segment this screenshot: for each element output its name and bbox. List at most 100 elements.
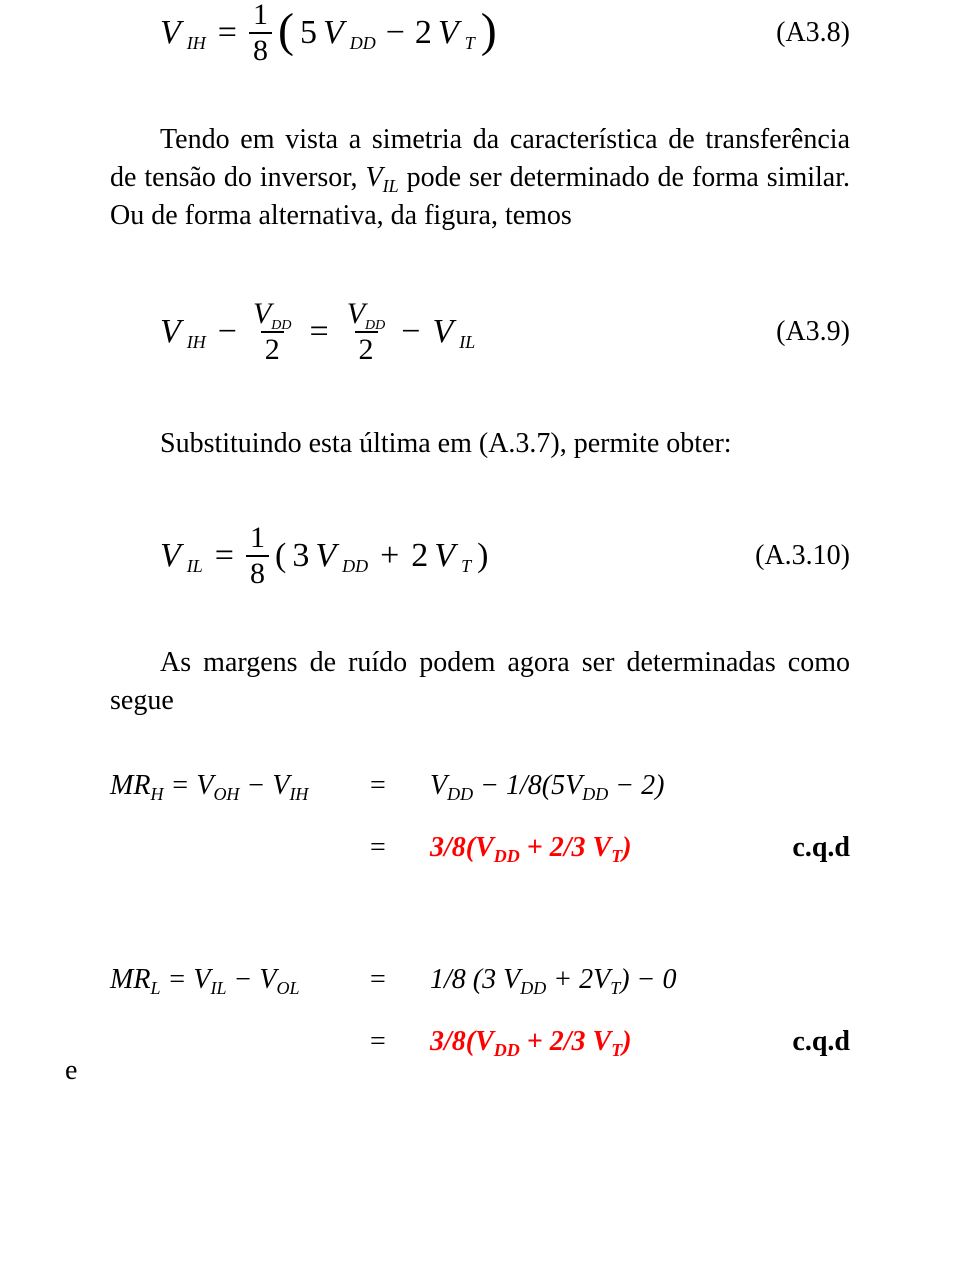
equation-a310: VIL = 1 8 (3VDD + 2VT) [160,523,488,589]
mrl-rhs1-DD: DD [520,978,546,998]
equals-column: = [370,832,400,864]
mrl-rhs2c: ) [622,1026,631,1057]
equals-sign: = [212,14,243,52]
mrl-rhs2-DD: DD [494,1040,520,1060]
mrh-rhs2: 3/8(VDD + 2/3 VT) [430,832,740,864]
sub-DD: DD [350,33,376,54]
sub-DD-num: DD [271,318,291,333]
plus-sign: + [374,537,405,575]
mrh-rhs2c: ) [622,832,631,863]
mrh-IH: IH [289,784,308,804]
sub-IL: IL [187,556,203,577]
mrl-rhs1c: ) − 0 [620,964,676,995]
mrl-eq1: = V [160,964,210,995]
sub-DD-num: DD [365,318,385,333]
frac-num: VDD [249,299,296,331]
fraction-vdd-2-left: VDD 2 [249,299,296,365]
var-V-num: V [253,297,271,330]
mrl-rhs1-T: T [610,978,620,998]
paragraph-3: As margens de ruído podem agora ser dete… [110,644,850,720]
var-V-num: V [347,297,365,330]
cqd-2: c.q.d [770,1026,850,1058]
mrl-rhs1b: + 2V [546,964,610,995]
fraction-1-8: 1 8 [246,523,269,589]
coef-2: 2 [411,537,428,575]
mrl-rhs2a: 3/8(V [430,1026,494,1057]
mrl-MR: MR [110,964,150,995]
mrh-rhs2b: + 2/3 V [520,832,611,863]
frac-den: 8 [246,555,269,589]
mrh-rhs1: VDD − 1/8(5VDD − 2) [430,770,740,802]
cqd-1: c.q.d [770,832,850,864]
page: VIH = 1 8 ( 5VDD − 2VT ) (A3.8) Tendo em… [0,0,960,1274]
var-V: V [160,14,181,52]
equation-a39: VIH − VDD 2 = VDD 2 − VIL [160,299,475,365]
var-V: V [434,537,455,575]
mrh-minus: − V [239,770,289,801]
var-V: V [160,313,181,351]
sub-IL-inline: IL [383,176,399,196]
frac-den: 2 [355,331,378,365]
mrl-row1: MRL = VIL − VOL = 1/8 (3 VDD + 2VT) − 0 [110,964,850,996]
sub-IH: IH [187,33,206,54]
mrl-rhs2b: + 2/3 V [520,1026,611,1057]
frac-den: 8 [249,32,272,66]
mrl-block: MRL = VIL − VOL = 1/8 (3 VDD + 2VT) − 0 … [110,964,850,1058]
fraction-1-8: 1 8 [249,0,272,66]
equation-a39-row: VIH − VDD 2 = VDD 2 − VIL (A3.9) [110,299,850,365]
mrh-rhs1c: − 2) [608,770,664,801]
mrh-rhs2-red: 3/8(VDD + 2/3 VT) [430,832,632,863]
paragraph-2: Substituindo esta última em (A.3.7), per… [110,425,850,463]
mrh-rhs1-DD: DD [447,784,473,804]
mrl-rhs2: 3/8(VDD + 2/3 VT) [430,1026,740,1058]
frac-num: VDD [343,299,390,331]
mrh-rhs1-DD2: DD [582,784,608,804]
equals-column: = [370,964,400,996]
frac-num: 1 [246,523,269,555]
frac-den: 2 [261,331,284,365]
equation-number-a39: (A3.9) [756,316,850,348]
mrh-MR: MR [110,770,150,801]
mrh-lhs: MRH = VOH − VIH [110,770,340,802]
lparen: ( [278,12,294,50]
sub-IH: IH [187,332,206,353]
sub-T: T [465,33,475,54]
var-V-inline: V [366,162,383,193]
equation-number-a310: (A.3.10) [735,540,850,572]
mrl-rhs1: 1/8 (3 VDD + 2VT) − 0 [430,964,740,996]
minus-sign: − [382,14,409,52]
mrl-minus: − V [226,964,276,995]
mrh-rhs2a: 3/8(V [430,832,494,863]
equation-a310-row: VIL = 1 8 (3VDD + 2VT) (A.3.10) [110,523,850,589]
equals-sign: = [302,313,337,351]
var-V: V [315,537,336,575]
equation-a38: VIH = 1 8 ( 5VDD − 2VT ) [160,0,497,66]
var-V: V [438,14,459,52]
mrl-IL: IL [210,978,226,998]
mrh-row1: MRH = VOH − VIH = V DD − 1/8(5VDD − 2) [110,770,850,802]
paragraph-1: Tendo em vista a simetria da característ… [110,121,850,234]
equals-column: = [370,1026,400,1058]
sub-IL: IL [459,332,475,353]
mrh-row2: = 3/8(VDD + 2/3 VT) c.q.d [110,832,850,864]
coef-2: 2 [415,14,432,52]
letter-e: e [65,1055,77,1087]
mrh-rhs2-DD: DD [494,846,520,866]
rparen: ) [481,12,497,50]
equation-a38-row: VIH = 1 8 ( 5VDD − 2VT ) (A3.8) [110,0,850,66]
mrh-rhs1-V: V [430,770,447,801]
mrl-lhs: MRL = VIL − VOL [110,964,340,996]
mrl-rhs2-T: T [611,1040,622,1060]
mrh-rhs2-T: T [611,846,622,866]
mrl-rhs2-red: 3/8(VDD + 2/3 VT) [430,1026,632,1057]
var-V: V [432,313,453,351]
var-V: V [160,537,181,575]
mrl-L: L [150,978,160,998]
mrh-eq1: = V [163,770,213,801]
minus-sign: − [212,313,243,351]
p2-text: Substituindo esta última em (A.3.7), per… [160,428,732,459]
equation-number-a38: (A3.8) [756,17,850,49]
mrh-rhs1b: − 1/8(5V [473,770,582,801]
var-V: V [323,14,344,52]
sub-T: T [461,556,471,577]
